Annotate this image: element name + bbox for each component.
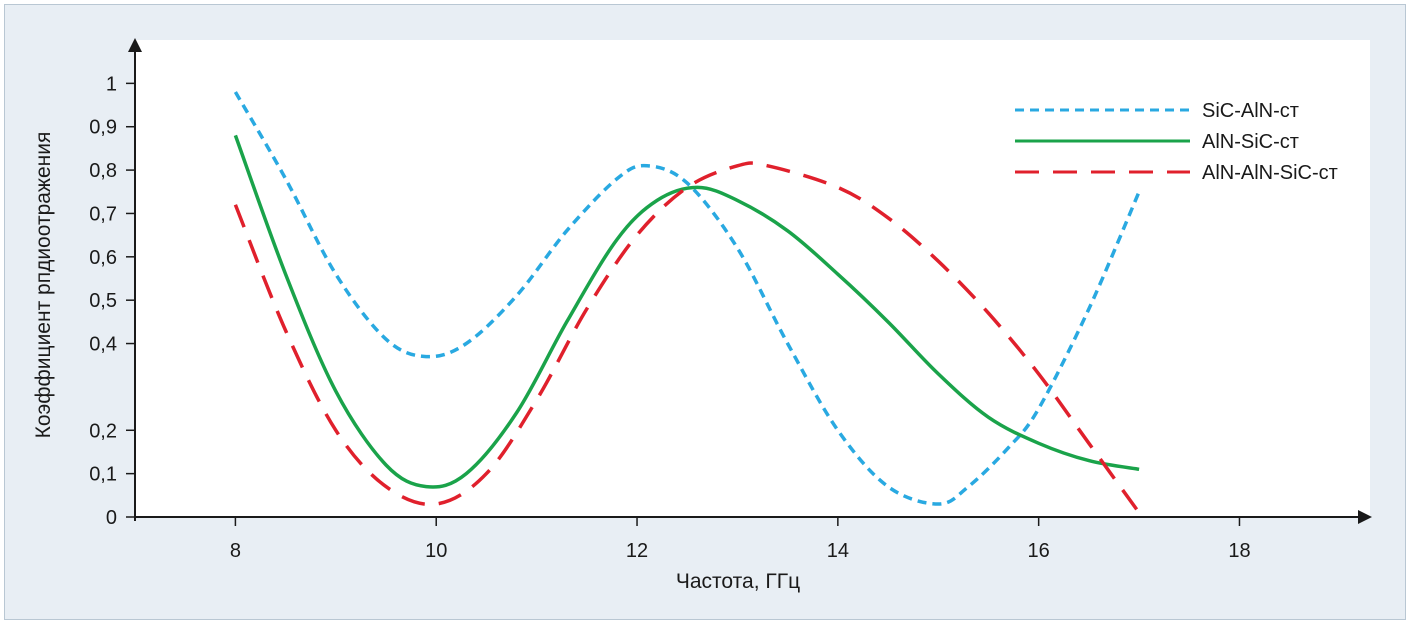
- y-axis-title: Коэффициент рпдиоотражения: [32, 132, 55, 439]
- y-tick-label: 0,8: [89, 160, 117, 182]
- x-tick-label: 18: [1228, 540, 1250, 562]
- series-line-3: [233, 161, 1141, 514]
- x-tick-label: 8: [230, 540, 241, 562]
- axes: [128, 38, 1372, 524]
- series-lines: [233, 91, 1141, 514]
- x-tick-label: 10: [425, 540, 447, 562]
- series-line-2: [233, 134, 1140, 489]
- y-axis-arrow: [128, 38, 142, 52]
- y-tick-label: 0,9: [89, 117, 117, 139]
- y-axis-ticks: 0 0,1 0,2 0,4 0,5 0,6 0,7 0,8 0,9 1: [89, 73, 135, 529]
- y-tick-label: 0,4: [89, 334, 117, 356]
- y-tick-label: 1: [106, 73, 117, 95]
- y-tick-label: 0,1: [89, 464, 117, 486]
- y-tick-label: 0,2: [89, 420, 117, 442]
- x-tick-label: 16: [1028, 540, 1050, 562]
- y-tick-label: 0,5: [89, 290, 117, 312]
- x-tick-label: 12: [626, 540, 648, 562]
- x-axis-arrow: [1358, 510, 1372, 524]
- series-line-1: [233, 91, 1141, 506]
- legend-label-1: SiC-AlN-ст: [1202, 100, 1299, 122]
- x-tick-label: 14: [827, 540, 849, 562]
- legend: SiC-AlN-ст AlN-SiC-ст AlN-AlN-SiC-ст: [1015, 100, 1338, 184]
- x-axis-ticks: 8 10 12 14 16 18: [230, 517, 1251, 562]
- x-axis-title: Частота, ГГц: [676, 570, 800, 593]
- legend-label-2: AlN-SiC-ст: [1202, 131, 1299, 153]
- legend-label-3: AlN-AlN-SiC-ст: [1202, 162, 1338, 184]
- y-tick-label: 0,6: [89, 247, 117, 269]
- y-tick-label: 0: [106, 507, 117, 529]
- y-tick-label: 0,7: [89, 203, 117, 225]
